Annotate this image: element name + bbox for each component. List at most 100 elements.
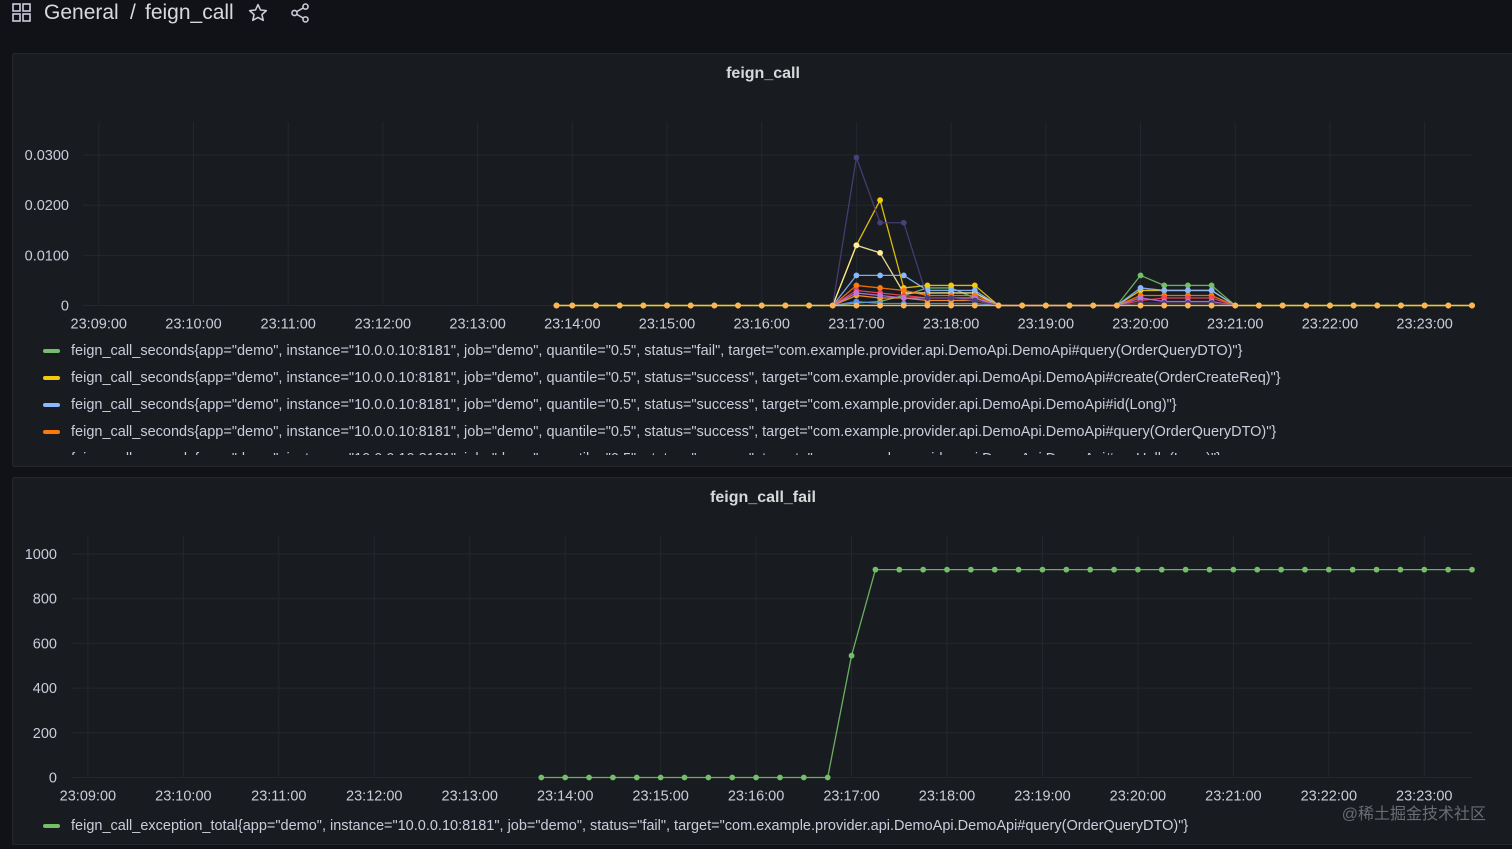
data-point: [687, 302, 694, 309]
breadcrumb-folder-link[interactable]: General: [44, 1, 119, 24]
x-tick-label: 23:13:00: [449, 317, 505, 333]
data-point: [1090, 302, 1097, 309]
data-point: [853, 290, 860, 296]
series-line: [541, 568, 1472, 779]
data-point: [633, 774, 640, 781]
x-tick-label: 23:19:00: [1018, 317, 1074, 333]
data-point: [1087, 566, 1094, 573]
x-tick-label: 23:13:00: [442, 789, 498, 805]
share-icon[interactable]: [289, 2, 311, 24]
data-point: [1373, 566, 1380, 573]
data-point: [664, 302, 670, 309]
x-tick-label: 23:14:00: [544, 317, 600, 333]
legend-item[interactable]: feign_call_exception_total{app="demo", i…: [43, 812, 1188, 839]
data-point: [1397, 566, 1404, 573]
y-tick-label: 0: [49, 771, 57, 787]
x-tick-label: 23:11:00: [261, 317, 316, 333]
data-point: [853, 154, 860, 161]
legend-label[interactable]: feign_call_exception_total{app="demo", i…: [71, 817, 1189, 834]
legend-item[interactable]: feign_call_seconds{app="demo", instance=…: [43, 391, 1281, 418]
data-point: [877, 292, 883, 299]
data-point: [1039, 566, 1046, 573]
star-icon[interactable]: [247, 2, 269, 24]
y-tick-label: 0.0300: [25, 148, 69, 164]
data-point: [1374, 302, 1381, 309]
panel-feign-call[interactable]: feign_call 0 0.0100 0.0200 0.0300 23:09:00 23…: [12, 53, 1512, 467]
series-line: [556, 274, 1472, 307]
data-point: [1469, 566, 1475, 573]
x-tick-label: 23:09:00: [60, 789, 116, 805]
series-line: [832, 300, 999, 307]
legend-item[interactable]: feign_call_seconds{app="demo", instance=…: [43, 364, 1281, 391]
series-line: [832, 154, 1236, 307]
data-point: [948, 282, 955, 289]
x-tick-label: 23:21:00: [1205, 789, 1261, 805]
data-point: [800, 774, 807, 781]
data-point: [877, 272, 883, 279]
series-line: [832, 284, 1236, 307]
x-tick-label: 23:10:00: [155, 789, 211, 805]
data-point: [971, 282, 978, 289]
data-point: [948, 295, 955, 301]
data-point: [616, 302, 623, 309]
data-point: [991, 566, 998, 573]
x-tick-label: 23:17:00: [823, 789, 879, 805]
dashboard-header: General / feign_call: [0, 0, 1512, 30]
data-point: [1445, 566, 1452, 573]
legend-swatch: [43, 375, 60, 380]
data-point: [829, 302, 836, 309]
data-point: [1254, 566, 1261, 573]
data-point: [806, 302, 812, 309]
data-point: [593, 302, 599, 309]
data-point: [1042, 302, 1049, 309]
legend-label[interactable]: feign_call_seconds{app="demo", instance=…: [71, 342, 1243, 359]
panel-title[interactable]: feign_call_fail: [710, 489, 816, 506]
data-point: [1111, 566, 1117, 573]
legend-item[interactable]: feign_call_seconds{app="demo", instance=…: [43, 445, 1281, 456]
data-point: [848, 652, 855, 659]
panel-feign-call-fail[interactable]: feign_call_fail 0 200 400 600 800 1000 23:09:0…: [12, 477, 1512, 845]
data-point: [1182, 566, 1189, 573]
data-point: [681, 774, 688, 781]
x-tick-label: 23:14:00: [537, 789, 593, 805]
data-point: [1208, 282, 1215, 289]
data-point: [1113, 302, 1120, 309]
data-point: [1137, 285, 1144, 291]
y-tick-label: 200: [33, 726, 57, 742]
data-point: [900, 272, 907, 279]
data-point: [944, 566, 950, 573]
x-tick-label: 23:15:00: [632, 789, 688, 805]
data-point: [948, 302, 955, 309]
data-point: [1350, 302, 1357, 309]
data-point: [967, 566, 974, 573]
data-point: [1206, 566, 1213, 573]
y-tick-label: 0.0200: [25, 198, 69, 214]
data-point: [853, 272, 860, 279]
legend-item[interactable]: feign_call_seconds{app="demo", instance=…: [43, 337, 1281, 364]
x-tick-label: 23:22:00: [1301, 789, 1357, 805]
legend-swatch: [43, 402, 60, 407]
legend-label[interactable]: feign_call_seconds{app="demo", instance=…: [71, 423, 1277, 440]
chart-feign-call-fail[interactable]: 0 200 400 600 800 1000 23:09:00 23:10:00 23:11:0…: [13, 478, 1512, 813]
legend: feign_call_exception_total{app="demo", i…: [43, 812, 1188, 839]
breadcrumb-separator: /: [130, 1, 136, 24]
legend-label[interactable]: feign_call_seconds{app="demo", instance=…: [71, 451, 1221, 456]
legend-label[interactable]: feign_call_seconds{app="demo", instance=…: [71, 396, 1177, 413]
legend-label[interactable]: feign_call_seconds{app="demo", instance=…: [71, 369, 1281, 386]
data-point: [924, 282, 931, 289]
x-tick-label: 23:09:00: [71, 317, 127, 333]
x-tick-label: 23:22:00: [1302, 317, 1358, 333]
data-point: [705, 774, 712, 781]
panel-title[interactable]: feign_call: [726, 65, 800, 82]
data-point: [900, 302, 907, 309]
dashboard-title[interactable]: feign_call: [145, 1, 234, 24]
data-point: [1137, 302, 1144, 309]
legend-item[interactable]: feign_call_seconds{app="demo", instance=…: [43, 418, 1281, 445]
y-tick-label: 600: [33, 636, 57, 652]
x-tick-label: 23:16:00: [728, 789, 784, 805]
chart-feign-call[interactable]: 0 0.0100 0.0200 0.0300 23:09:00 23:10:00 23:11…: [13, 54, 1512, 339]
apps-grid-icon[interactable]: [12, 3, 32, 23]
data-point: [1135, 566, 1141, 573]
legend: feign_call_seconds{app="demo", instance=…: [43, 337, 1281, 455]
data-point: [853, 302, 860, 309]
